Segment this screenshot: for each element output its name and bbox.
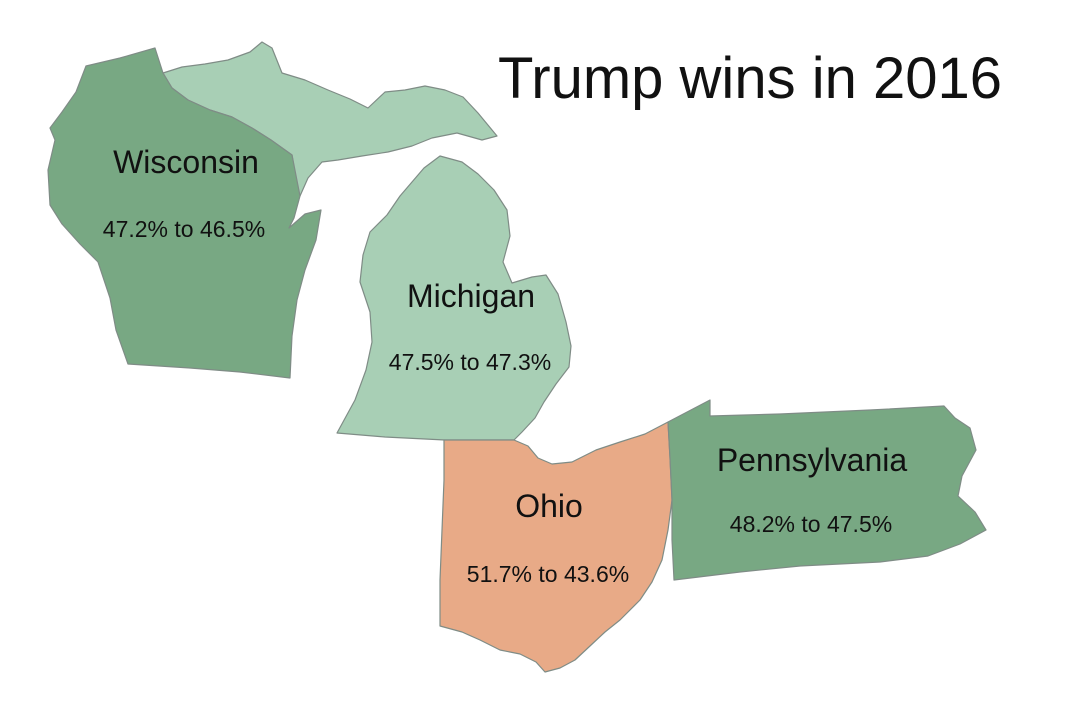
michigan-name-label: Michigan <box>407 278 535 314</box>
pennsylvania-shape <box>667 399 987 581</box>
michigan-lower-peninsula-shape <box>336 155 572 441</box>
map-title: Trump wins in 2016 <box>498 46 1002 111</box>
ohio-result-label: 51.7% to 43.6% <box>467 561 629 587</box>
pennsylvania-result-label: 48.2% to 47.5% <box>730 511 892 537</box>
ohio-name-label: Ohio <box>515 488 583 524</box>
ohio-shape <box>439 421 673 673</box>
wisconsin-result-label: 47.2% to 46.5% <box>103 216 265 242</box>
michigan-result-label: 47.5% to 47.3% <box>389 349 551 375</box>
wisconsin-shape <box>47 47 322 379</box>
wisconsin-name-label: Wisconsin <box>113 144 259 180</box>
pennsylvania-name-label: Pennsylvania <box>717 442 908 478</box>
